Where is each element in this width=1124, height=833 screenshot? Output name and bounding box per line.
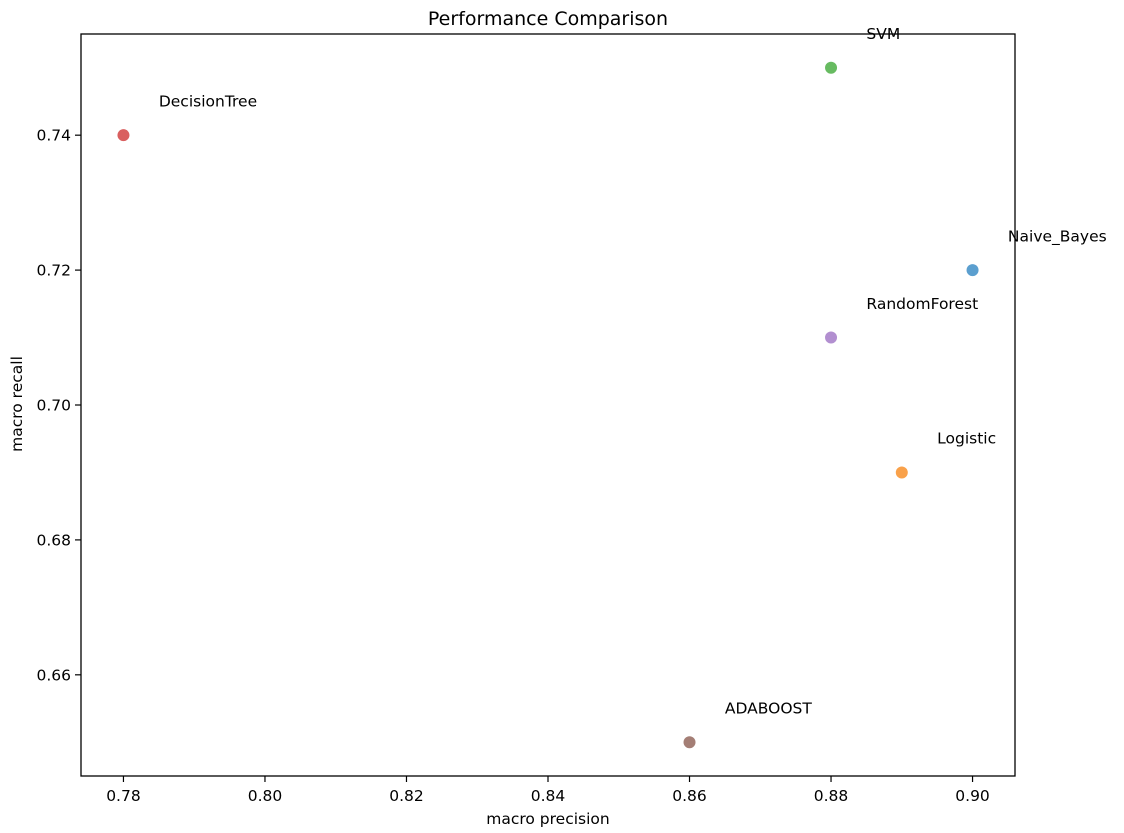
- data-point-decisiontree: [117, 129, 130, 142]
- point-label: Logistic: [937, 430, 996, 448]
- y-axis-label: macro recall: [8, 356, 26, 452]
- x-tick-label: 0.78: [106, 787, 141, 805]
- x-tick-label: 0.80: [248, 787, 283, 805]
- x-tick-label: 0.84: [531, 787, 566, 805]
- x-tick-label: 0.90: [955, 787, 990, 805]
- y-tick-label: 0.66: [36, 666, 71, 684]
- chart-title: Performance Comparison: [428, 8, 668, 30]
- axes-frame: [80, 33, 1016, 777]
- x-tick-label: 0.88: [814, 787, 849, 805]
- y-tick-label: 0.72: [36, 262, 71, 280]
- data-point-adaboost: [683, 736, 696, 749]
- x-tick-label: 0.86: [672, 787, 707, 805]
- plot-area: Naive_BayesLogisticSVMDecisionTreeRandom…: [0, 0, 1107, 805]
- data-point-logistic: [895, 466, 908, 479]
- data-point-randomforest: [825, 331, 838, 344]
- point-label: Naive_Bayes: [1008, 227, 1107, 246]
- y-tick-label: 0.74: [36, 127, 71, 145]
- y-tick-label: 0.68: [36, 531, 71, 549]
- point-label: DecisionTree: [159, 92, 257, 110]
- x-axis-label: macro precision: [486, 810, 610, 828]
- reference-line: [0, 0, 81, 34]
- data-point-svm: [825, 61, 838, 74]
- point-label: RandomForest: [866, 295, 978, 313]
- data-point-naive-bayes: [966, 264, 979, 277]
- x-tick-label: 0.82: [389, 787, 424, 805]
- point-label: ADABOOST: [725, 700, 812, 718]
- y-tick-label: 0.70: [36, 397, 71, 415]
